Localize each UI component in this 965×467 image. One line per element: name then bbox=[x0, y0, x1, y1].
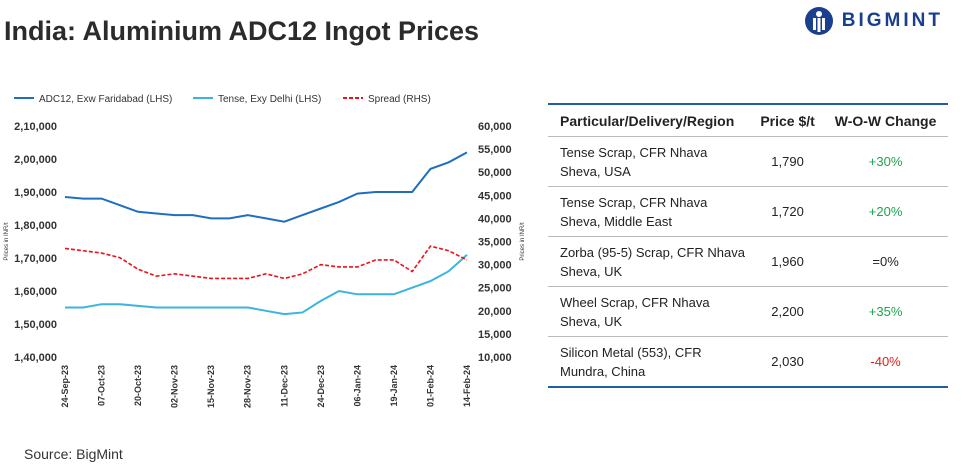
legend-label: Tense, Exy Delhi (LHS) bbox=[218, 94, 321, 105]
y-axis-title: Prices in INR/t bbox=[4, 222, 10, 261]
price-cell: 2,200 bbox=[752, 286, 824, 337]
x-tick-label: 14-Feb-24 bbox=[462, 365, 472, 407]
series-line bbox=[64, 245, 468, 280]
price-cell: 2,030 bbox=[752, 336, 824, 388]
y-tick-label: 1,40,000 bbox=[14, 352, 57, 364]
y2-tick-label: 25,000 bbox=[478, 283, 512, 295]
x-tick-label: 01-Feb-24 bbox=[425, 365, 435, 407]
y-tick-label: 1,60,000 bbox=[14, 286, 57, 298]
y-tick-label: 1,70,000 bbox=[14, 253, 57, 265]
x-tick-label: 24-Dec-23 bbox=[316, 365, 326, 408]
table-row: Zorba (95-5) Scrap, CFR Nhava Sheva, UK 1… bbox=[548, 236, 948, 287]
brand-name: BIGMINT bbox=[841, 10, 943, 31]
y-tick-label: 2,10,000 bbox=[14, 121, 57, 133]
x-tick-label: 28-Nov-23 bbox=[243, 365, 253, 408]
y2-tick-label: 10,000 bbox=[478, 352, 512, 364]
legend-item: Spread (RHS) bbox=[343, 94, 431, 105]
brand-icon bbox=[804, 7, 833, 35]
page-title: India: Aluminium ADC12 Ingot Prices bbox=[4, 16, 480, 46]
x-tick-label: 20-Oct-23 bbox=[133, 365, 143, 406]
y-tick-label: 1,50,000 bbox=[14, 319, 57, 331]
legend-item: ADC12, Exw Faridabad (LHS) bbox=[14, 94, 172, 105]
y2-tick-label: 40,000 bbox=[478, 213, 512, 225]
y2-tick-label: 55,000 bbox=[478, 144, 512, 156]
particular-cell: Silicon Metal (553), CFR Mundra, China bbox=[548, 336, 752, 388]
table-body: Tense Scrap, CFR Nhava Sheva, USA 1,790 +3… bbox=[548, 136, 948, 388]
x-tick-label: 19-Jan-24 bbox=[389, 365, 399, 407]
table-row: Silicon Metal (553), CFR Mundra, China 2,… bbox=[548, 336, 948, 388]
particular-cell: Wheel Scrap, CFR Nhava Sheva, UK bbox=[548, 286, 752, 337]
y-tick-label: 1,80,000 bbox=[14, 220, 57, 232]
change-cell: +20% bbox=[823, 186, 948, 237]
particular-cell: Tense Scrap, CFR Nhava Sheva, Middle Eas… bbox=[548, 186, 752, 237]
price-cell: 1,960 bbox=[752, 236, 824, 287]
change-cell: -40% bbox=[823, 336, 948, 388]
x-tick-label: 06-Jan-24 bbox=[352, 365, 362, 407]
change-cell: =0% bbox=[823, 236, 948, 287]
y2-tick-label: 60,000 bbox=[478, 121, 512, 133]
x-tick-label: 07-Oct-23 bbox=[97, 365, 107, 406]
y2-tick-label: 15,000 bbox=[478, 329, 512, 341]
legend-item: Tense, Exy Delhi (LHS) bbox=[193, 94, 321, 105]
change-cell: +35% bbox=[823, 286, 948, 337]
price-cell: 1,720 bbox=[752, 186, 824, 237]
y2-tick-label: 35,000 bbox=[478, 237, 512, 249]
y2-axis-title: Prices in INR/t bbox=[520, 222, 526, 261]
y-tick-label: 1,90,000 bbox=[14, 187, 57, 199]
y2-tick-label: 20,000 bbox=[478, 306, 512, 318]
particular-cell: Zorba (95-5) Scrap, CFR Nhava Sheva, UK bbox=[548, 236, 752, 287]
brand-logo: BIGMINT bbox=[804, 6, 943, 36]
series-line bbox=[64, 151, 468, 223]
x-tick-label: 02-Nov-23 bbox=[170, 365, 180, 408]
legend-label: ADC12, Exw Faridabad (LHS) bbox=[39, 94, 172, 105]
y2-tick-label: 50,000 bbox=[478, 167, 512, 179]
price-cell: 1,790 bbox=[752, 136, 824, 187]
table-header-cell: Price $/t bbox=[752, 103, 824, 137]
table-row: Tense Scrap, CFR Nhava Sheva, Middle Eas… bbox=[548, 186, 948, 237]
table-row: Tense Scrap, CFR Nhava Sheva, USA 1,790 +3… bbox=[548, 136, 948, 187]
series-line bbox=[65, 253, 468, 316]
table-header-cell: W-O-W Change bbox=[823, 103, 948, 137]
source-note: Source: BigMint bbox=[24, 446, 123, 462]
y2-tick-label: 30,000 bbox=[478, 260, 512, 272]
table-header: Particular/Delivery/Region Price $/t W-O-W… bbox=[548, 103, 948, 137]
legend-label: Spread (RHS) bbox=[368, 94, 431, 105]
y2-tick-label: 45,000 bbox=[478, 190, 512, 202]
table-header-cell: Particular/Delivery/Region bbox=[548, 103, 752, 137]
price-table: Particular/Delivery/Region Price $/t W-O-W… bbox=[548, 103, 948, 388]
x-tick-label: 24-Sep-23 bbox=[60, 365, 70, 408]
x-tick-label: 15-Nov-23 bbox=[206, 365, 216, 408]
y-tick-label: 2,00,000 bbox=[14, 154, 57, 166]
change-cell: +30% bbox=[823, 136, 948, 187]
x-tick-label: 11-Dec-23 bbox=[279, 365, 289, 407]
particular-cell: Tense Scrap, CFR Nhava Sheva, USA bbox=[548, 136, 752, 187]
table-row: Wheel Scrap, CFR Nhava Sheva, UK 2,200 +35… bbox=[548, 286, 948, 337]
